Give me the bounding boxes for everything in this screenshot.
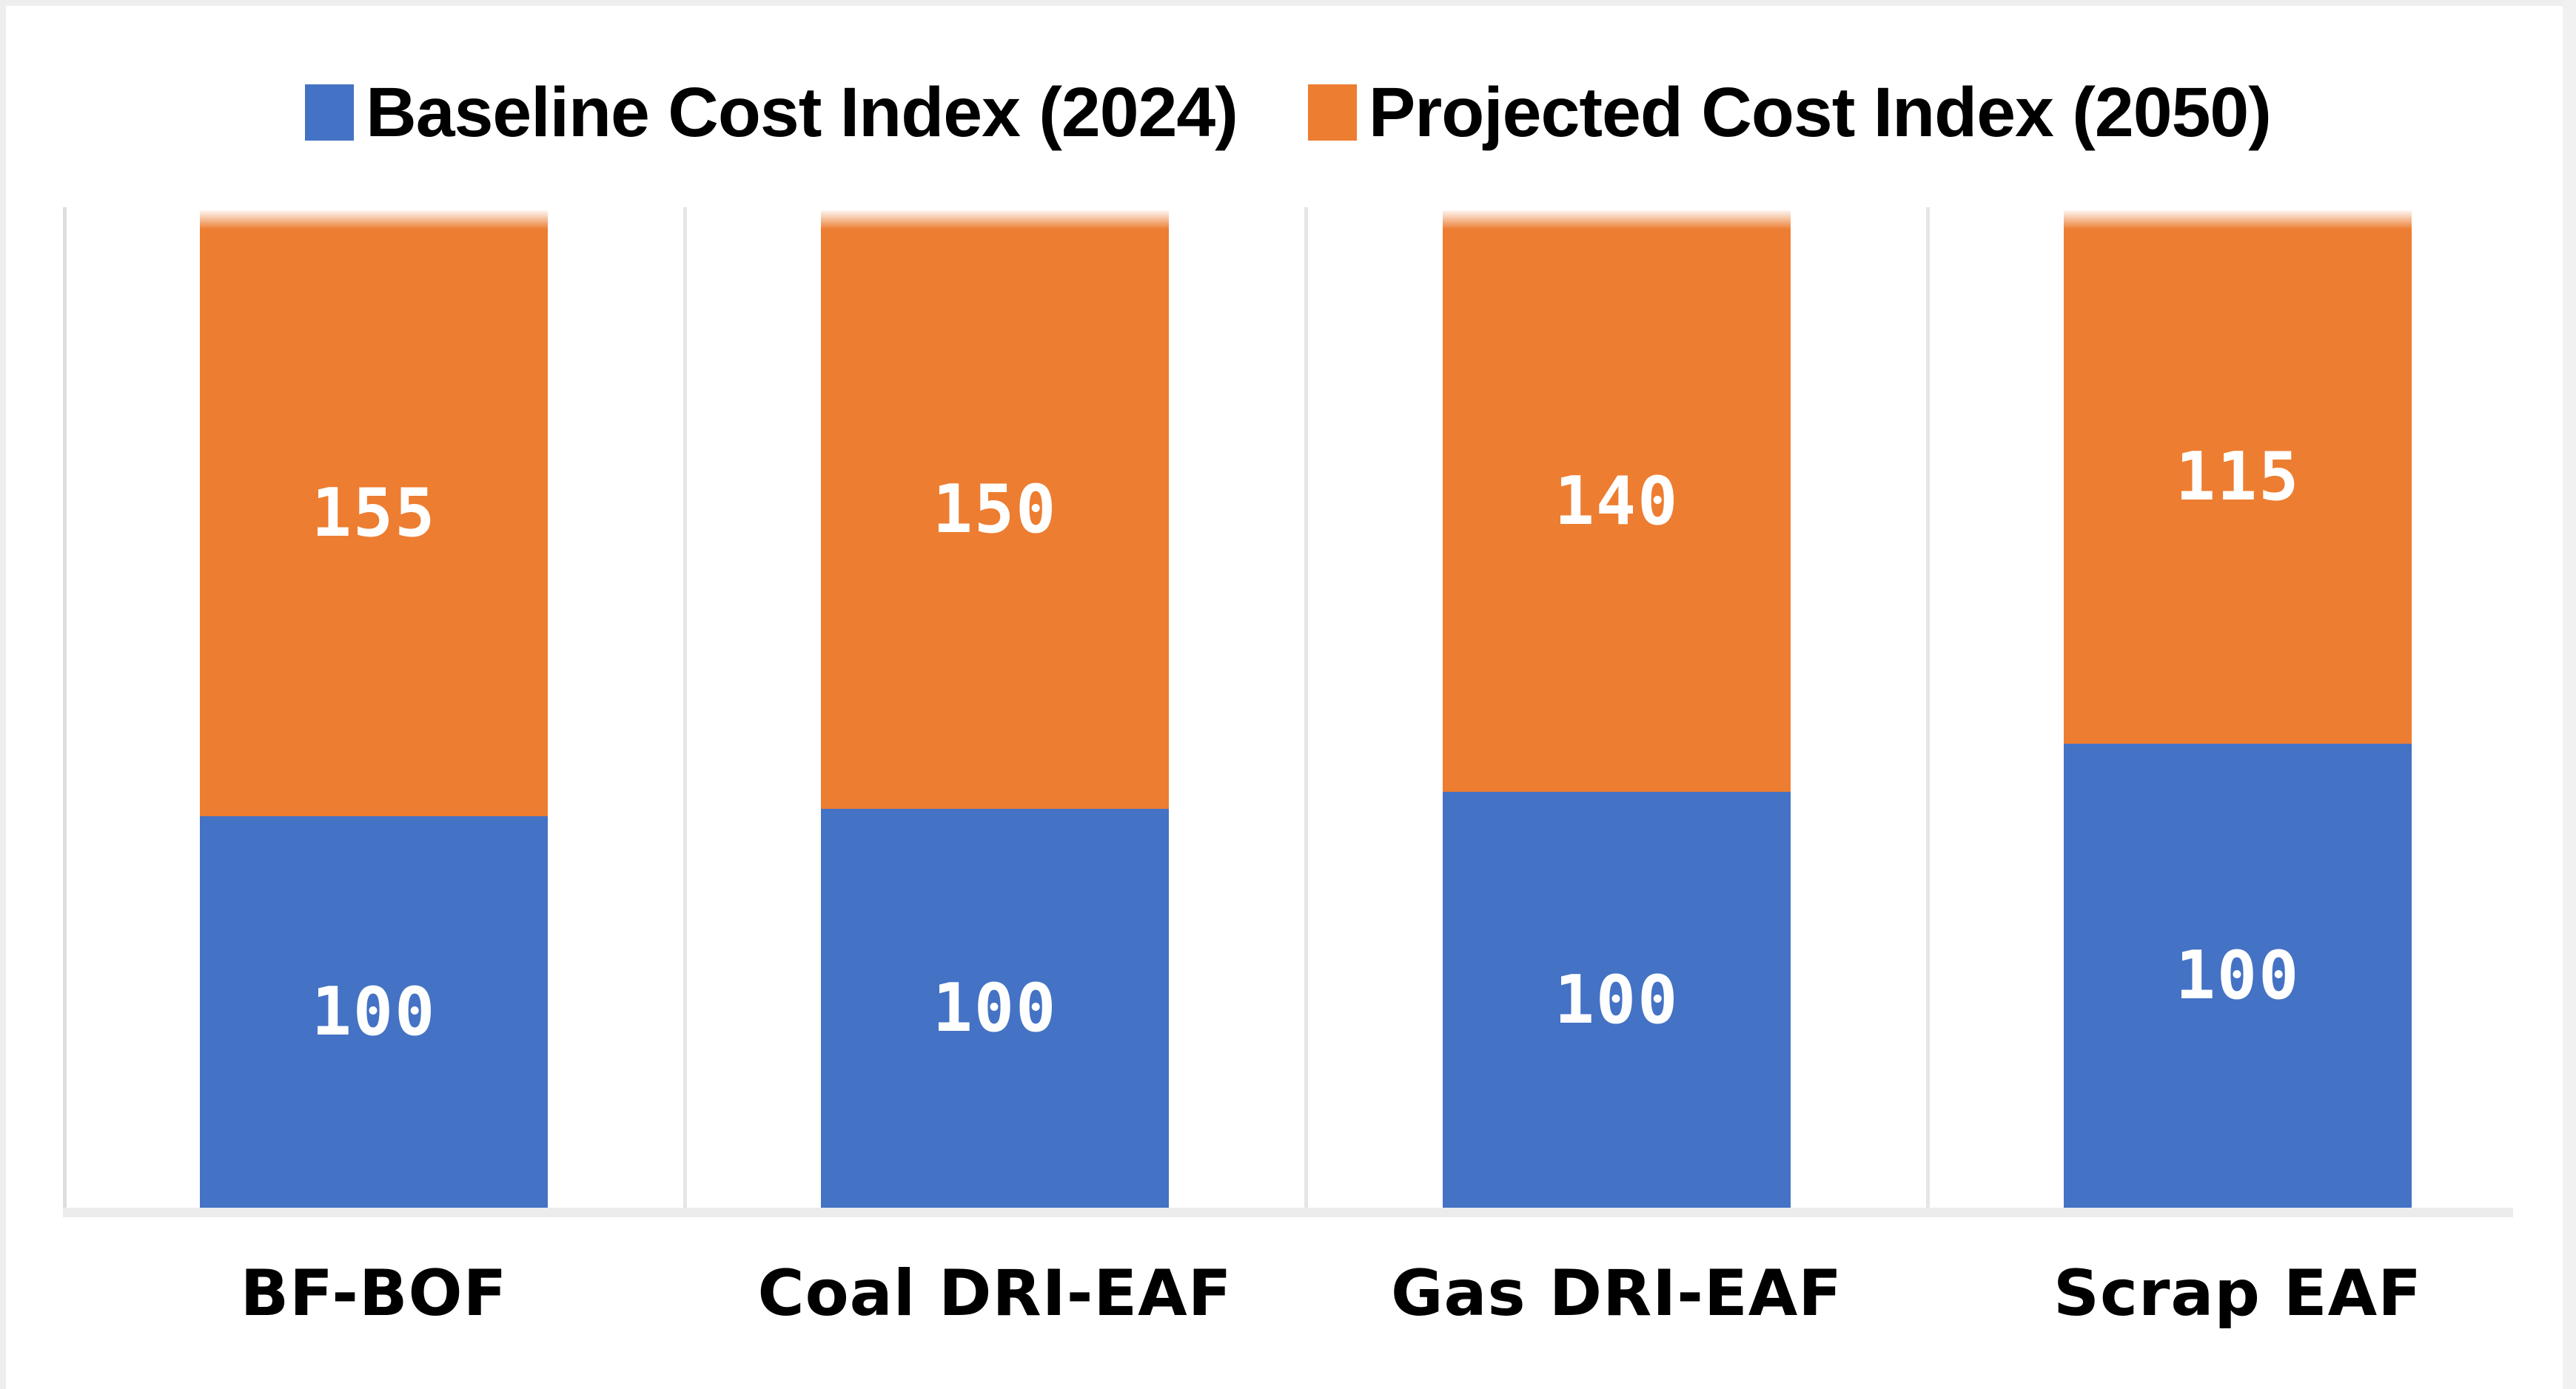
bar-segment-baseline: 100 xyxy=(2064,744,2412,1208)
legend-label: Baseline Cost Index (2024) xyxy=(366,73,1238,152)
bar-segment-baseline: 100 xyxy=(821,809,1169,1208)
bar-segment-baseline: 100 xyxy=(1443,792,1791,1208)
legend-swatch-icon xyxy=(1307,84,1357,141)
bar-value-label: 100 xyxy=(2175,937,2301,1015)
bar-value-label: 100 xyxy=(1554,961,1680,1039)
bar-column: 155 100 xyxy=(200,210,548,1208)
bar-value-label: 115 xyxy=(2175,438,2301,516)
bar-segment-baseline: 100 xyxy=(200,816,548,1208)
bar-segment-projected: 140 xyxy=(1443,210,1791,792)
legend-label: Projected Cost Index (2050) xyxy=(1368,73,2272,152)
bar-column: 150 100 xyxy=(821,210,1169,1208)
category-separator-line xyxy=(683,207,687,1208)
legend-swatch-icon xyxy=(305,84,355,141)
x-axis-line xyxy=(63,1208,2513,1217)
legend-item: Baseline Cost Index (2024) xyxy=(305,73,1238,153)
category-separator-line xyxy=(1926,207,1930,1208)
frame-right-edge xyxy=(2563,0,2576,1389)
bar-segment-projected: 115 xyxy=(2064,210,2412,744)
y-axis-line xyxy=(63,207,67,1208)
legend-item: Projected Cost Index (2050) xyxy=(1307,73,2272,153)
bar-segment-projected: 155 xyxy=(200,210,548,816)
bar-value-label: 150 xyxy=(932,471,1058,548)
bar-column: 115 100 xyxy=(2064,210,2412,1208)
bar-value-label: 140 xyxy=(1554,462,1680,540)
category-label: Coal DRI-EAF xyxy=(757,1257,1232,1331)
category-label: BF-BOF xyxy=(240,1257,508,1331)
bar-value-label: 100 xyxy=(311,973,437,1051)
bar-value-label: 155 xyxy=(311,474,437,552)
frame-top-edge xyxy=(0,0,2576,6)
bar-value-label: 100 xyxy=(932,969,1058,1047)
bar-column: 140 100 xyxy=(1443,210,1791,1208)
category-label: Gas DRI-EAF xyxy=(1390,1257,1843,1331)
frame-left-edge xyxy=(0,0,6,1389)
category-separator-line xyxy=(1304,207,1308,1208)
chart-legend: Baseline Cost Index (2024) Projected Cost… xyxy=(0,68,2576,157)
bar-segment-projected: 150 xyxy=(821,210,1169,809)
category-label: Scrap EAF xyxy=(2053,1257,2422,1331)
